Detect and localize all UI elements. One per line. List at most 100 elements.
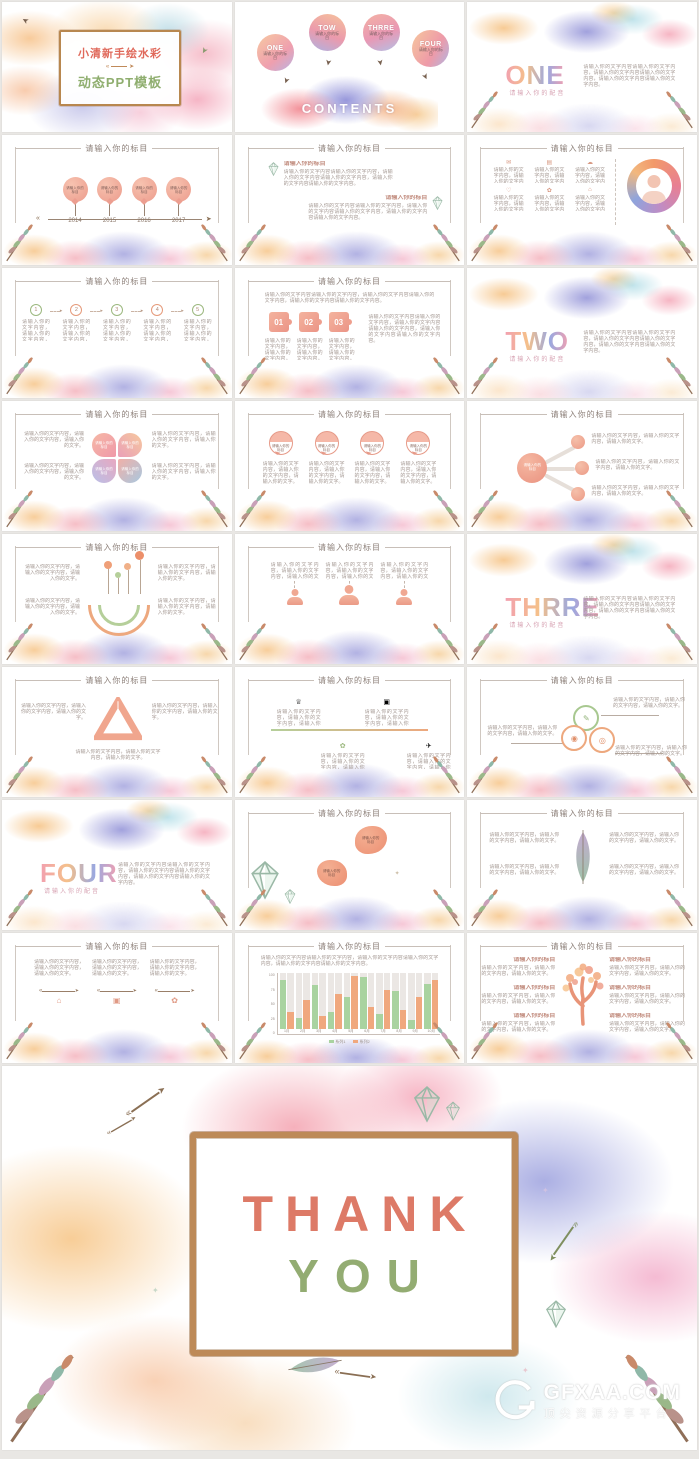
petal-label: 请输入你的标目 (121, 467, 139, 475)
contents-item-sub: 请输入你的标目 (315, 30, 340, 40)
slide-14-team-figures[interactable]: 请输入你的标目 请输入你的文字内容，请输入你的文字内容，请输入你的文字。 请输入… (234, 534, 465, 664)
branch-decoration-icon (432, 356, 461, 395)
person-icon (337, 585, 362, 605)
slide-05-gem-notes[interactable]: 请输入你的标目 请输入你的标目 请输入你的文字内容请输入你的文字内容，请输入你的文… (234, 135, 465, 265)
grid-item-text: 请输入你的文字内容，请输入你的文字内容，请输入你的文字。 (574, 167, 605, 183)
arrow-icon: ➤ (322, 58, 334, 67)
step-item: 2 请输入你的文字内容，请输入你的文字内容，请输入你的文字。 (62, 304, 90, 341)
puzzle-tile: 01 (268, 312, 292, 332)
node-text: 请输入你的文字内容，请输入你的文字内容，请输入你的文字。 (591, 433, 680, 445)
slide-12-radial-branches[interactable]: 请输入你的标目 请输入你的标目 请输入你的文字内容，请输入你的文字内容，请输入你… (467, 401, 697, 531)
slide-title: 请输入你的标目 (85, 410, 149, 419)
slide-03-section-one[interactable]: ONE 请输入你的配音 请输入你的文字内容请输入你的文字内容，请输入你的文字内容… (467, 2, 697, 132)
chart-bar-group: 1月 (279, 973, 294, 1034)
tree-icon (562, 963, 604, 1026)
slide-21-feather-bullets[interactable]: 请输入你的标目 请输入你的文字内容，请输入你的文字内容，请输入你的文字。 请输入… (467, 800, 697, 930)
chart-bar-group: 8月 (392, 973, 407, 1034)
text-block: 请输入你的标目 请输入你的文字内容，请输入你的文字内容，请输入你的文字。 (481, 985, 555, 1004)
branch-decoration-icon (6, 489, 35, 528)
slide-23-bar-chart[interactable]: 请输入你的标目 请输入你的文字内容请输入你的文字内容，请输入你的文字内容请输入你… (234, 933, 465, 1063)
speech-bubble: 请输入你的标目 (314, 431, 339, 455)
petal-shape: 请输入你的标目 (92, 433, 116, 457)
block-title: 请输入你的标目 (513, 1013, 556, 1019)
contents-item-sub: 请输入你的标目 (418, 46, 443, 56)
dashed-arrow-icon: ▸ (49, 308, 62, 314)
petal-shape: 请输入你的标目 (118, 433, 142, 457)
roadmap-item: ✈ 请输入你的文字内容，请输入你的文字内容，请输入你的文字。 (407, 735, 451, 769)
y-tick: 50 (270, 1002, 275, 1006)
flower-icon: ✿ (546, 188, 552, 194)
branch-decoration-icon (664, 622, 693, 661)
watermark-brand: GFXAA.COM (543, 1381, 681, 1404)
slide-header: 请输入你的标目 (480, 409, 684, 420)
text-block: 请输入你的文字内容，请输入你的文字内容，请输入你的文字。 (157, 598, 216, 616)
branch-decoration-icon (471, 90, 500, 129)
slide-15-section-three[interactable]: THRRE 请输入你的配音 请输入你的文字内容请输入你的文字内容，请输入你的文字… (467, 534, 697, 664)
branch-decoration-icon (664, 489, 693, 528)
branch-decoration-icon (432, 1021, 461, 1060)
slide-09-section-two[interactable]: TWO 请输入你的配音 请输入你的文字内容请输入你的文字内容，请输入你的文字内容… (467, 268, 697, 398)
slide-border (480, 812, 684, 888)
timeline-item: 请输入你的标目 2015 (93, 177, 127, 224)
branch-decoration-icon (432, 888, 461, 927)
contents-item: FOUR 请输入你的标目 (412, 30, 450, 67)
cover-title: 小清新手绘水彩 (78, 48, 162, 60)
person-text: 请输入你的文字内容，请输入你的文字内容，请输入你的文字。 (270, 562, 319, 580)
callout-text: 请输入你的标目 (322, 869, 341, 877)
slide-10-petals[interactable]: 请输入你的标目 请输入你的标目 请输入你的标目 请输入你的标目 请输入你的标目 … (2, 401, 232, 531)
step-text: 请输入你的文字内容，请输入你的文字内容，请输入你的文字。 (183, 319, 212, 341)
slide-title: 请输入你的标目 (550, 676, 614, 685)
text-block: 请输入你的文字内容，请输入你的文字内容，请输入你的文字。 (20, 703, 86, 721)
slide-11-speech-bubbles[interactable]: 请输入你的标目 请输入你的标目 请输入你的文字内容，请输入你的文字内容，请输入你的… (234, 401, 465, 531)
slide-header: 请输入你的标目 (480, 143, 684, 154)
slide-24-tree-diagram[interactable]: 请输入你的标目 请输入你的标目 请输入你的文字内容，请输入你的文字内容，请输入你的… (467, 933, 697, 1063)
chart-bar-group: 4月 (327, 973, 342, 1034)
bubble-text: 请输入你的文字内容，请输入你的文字内容，请输入你的文字。 (400, 461, 437, 485)
slide-border (247, 679, 452, 755)
block-title: 请输入你的标目 (609, 957, 652, 963)
slide-17-roadmap[interactable]: 请输入你的标目 ♕ 请输入你的文字内容，请输入你的文字内容，请输入你的文字。 ▣ 请… (234, 667, 465, 797)
slide-22-arrow-columns[interactable]: 请输入你的标目 请输入你的文字内容，请输入你的文字内容，请输入你的文字。 «➤ … (2, 933, 232, 1063)
slide-16-penrose-triangle[interactable]: 请输入你的标目 请输入你的文字内容，请输入你的文字内容，请输入你的文字。 请输入… (2, 667, 232, 797)
puzzle-tile: 03 (328, 312, 352, 332)
person-item: 请输入你的文字内容，请输入你的文字内容，请输入你的文字。 (271, 562, 319, 605)
grid-item-text: 请输入你的文字内容，请输入你的文字内容，请输入你的文字。 (534, 167, 565, 183)
roadmap-line (270, 729, 429, 731)
node-circle (575, 461, 590, 475)
step-text: 请输入你的文字内容，请输入你的文字内容，请输入你的文字。 (102, 319, 131, 341)
watercolor-splash (467, 370, 697, 398)
slide-08-puzzle[interactable]: 请输入你的标目 请输入你的文字内容请输入你的文字内容，请输入你的文字内容请输入你… (234, 268, 465, 398)
section-paragraph: 请输入你的文字内容请输入你的文字内容，请输入你的文字内容请输入你的文字内容，请输… (583, 330, 676, 354)
connector (545, 467, 576, 471)
gfxaa-logo-icon (495, 1380, 535, 1420)
watercolor-splash (2, 747, 232, 797)
slide-19-section-four[interactable]: FOUR 请输入你的配音 请输入你的文字内容请输入你的文字内容，请输入你的文字内… (2, 800, 232, 930)
branch-decoration-icon (664, 1021, 693, 1060)
y-tick: 75 (270, 987, 275, 992)
chart-legend: 系列1 系列2 (235, 1039, 465, 1045)
slide-01-cover[interactable]: ➤ ➤ 小清新手绘水彩 «➤ 动态PPT模板 (2, 2, 232, 132)
puzzle-tile: 02 (298, 312, 322, 332)
slide-header: 请输入你的标目 (15, 941, 219, 952)
slide-04-timeline[interactable]: 请输入你的标目 « ➤ 请输入你的标目 2014 请输入你的标目 2015 请输入你… (2, 135, 232, 265)
slide-20-gem-callouts[interactable]: 请输入你的标目 请输入你的标目 请输入你的标目 ✦ (234, 800, 465, 930)
slide-18-three-rings[interactable]: 请输入你的标目 ✎ ◉ ◎ 请输入你的文字内容，请输入你的文字内容，请输入你的文… (467, 667, 697, 797)
text-block: 请输入你的文字内容，请输入你的文字内容，请输入你的文字。 (151, 431, 216, 449)
thank-you-line2: YOU (288, 1250, 436, 1302)
chart-bar-group: 2月 (295, 973, 310, 1034)
text-block: 请输入你的文字内容，请输入你的文字内容，请输入你的文字。 (615, 745, 687, 757)
cloud-icon: ☁ (586, 160, 593, 166)
slide-25-thank-you[interactable]: «➤ «➤ «➤ THANK YOU «➤ ✦ ✦ ✦ GFXAA.COM 顶尖… (2, 1066, 697, 1450)
slide-06-icon-grid-donut[interactable]: 请输入你的标目 ✉请输入你的文字内容，请输入你的文字内容，请输入你的文字。 ▤请… (467, 135, 697, 265)
branch-decoration-icon (238, 223, 267, 262)
slide-02-contents[interactable]: ONE 请输入你的标目 TOW 请输入你的标目 THRRE 请输入你的标目 FOUR 请… (234, 2, 465, 132)
block-title: 请输入你的标目 (609, 1013, 652, 1019)
node-text: 请输入你的文字内容，请输入你的文字内容，请输入你的文字。 (591, 485, 680, 497)
column-text: 请输入你的文字内容，请输入你的文字内容，请输入你的文字。 (149, 959, 200, 977)
watercolor-splash (2, 800, 232, 862)
leader-line (601, 715, 660, 716)
slide-13-arc-lollipop[interactable]: 请输入你的标目 请输入你的文字内容，请输入你的文字内容，请输入你的文字。 请输入… (2, 534, 232, 664)
y-axis: 100 75 50 25 0 (263, 973, 277, 1035)
watercolor-splash (2, 481, 232, 531)
